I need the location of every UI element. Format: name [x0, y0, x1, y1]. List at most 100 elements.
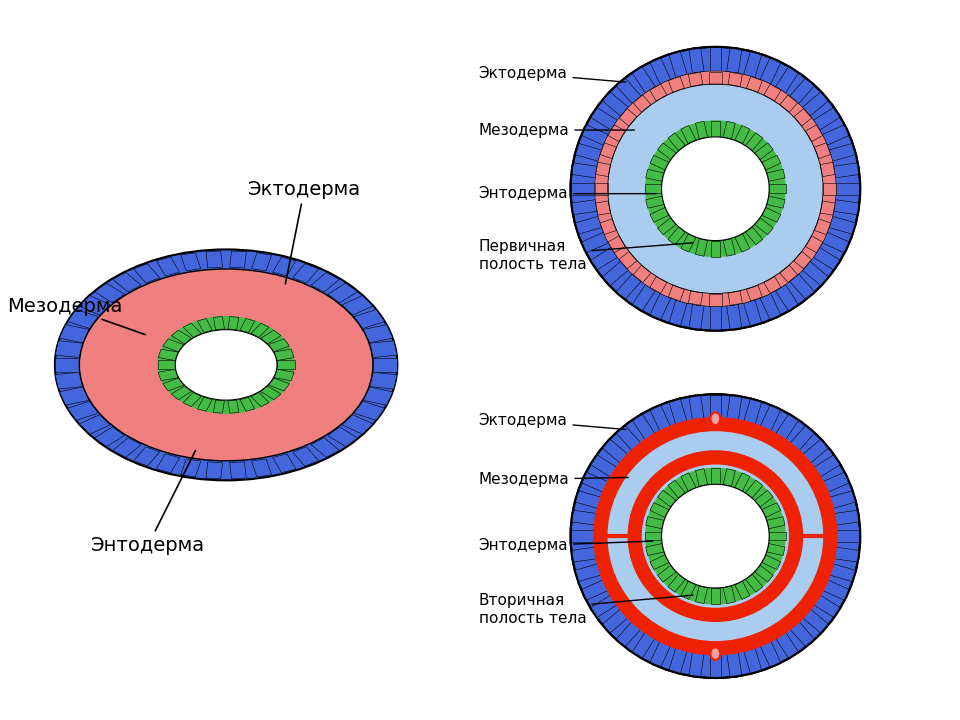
Polygon shape: [767, 517, 785, 528]
Polygon shape: [769, 184, 786, 193]
Polygon shape: [790, 426, 815, 451]
Ellipse shape: [661, 137, 769, 240]
Polygon shape: [760, 405, 780, 431]
Polygon shape: [668, 227, 685, 245]
Polygon shape: [669, 647, 687, 674]
Polygon shape: [571, 547, 597, 562]
Polygon shape: [156, 257, 180, 276]
Ellipse shape: [176, 330, 277, 400]
Polygon shape: [363, 387, 393, 405]
Polygon shape: [213, 317, 225, 330]
Polygon shape: [723, 238, 735, 256]
Polygon shape: [575, 490, 602, 508]
Polygon shape: [273, 257, 296, 276]
Ellipse shape: [640, 463, 791, 610]
Polygon shape: [681, 581, 696, 600]
Polygon shape: [794, 251, 811, 269]
Polygon shape: [689, 48, 704, 73]
Polygon shape: [734, 234, 750, 252]
Polygon shape: [228, 317, 239, 330]
Polygon shape: [602, 91, 628, 116]
Ellipse shape: [595, 419, 836, 654]
Polygon shape: [251, 323, 269, 338]
Polygon shape: [833, 199, 859, 215]
Polygon shape: [709, 71, 722, 84]
Polygon shape: [755, 143, 773, 160]
Polygon shape: [570, 183, 595, 194]
Text: Первичная
полость тела: Первичная полость тела: [479, 239, 693, 271]
Ellipse shape: [661, 137, 769, 240]
Ellipse shape: [595, 71, 836, 306]
Polygon shape: [762, 503, 780, 518]
Polygon shape: [273, 454, 296, 473]
Polygon shape: [681, 125, 696, 143]
Polygon shape: [723, 586, 735, 603]
Polygon shape: [616, 426, 641, 451]
Polygon shape: [55, 358, 80, 372]
Polygon shape: [734, 581, 750, 600]
Polygon shape: [595, 183, 608, 195]
Polygon shape: [823, 472, 850, 492]
Polygon shape: [760, 58, 780, 84]
Polygon shape: [760, 294, 780, 320]
Polygon shape: [602, 439, 628, 464]
Polygon shape: [252, 253, 272, 271]
Polygon shape: [581, 233, 609, 253]
Polygon shape: [829, 143, 856, 161]
Polygon shape: [836, 183, 860, 194]
Polygon shape: [650, 555, 669, 570]
Ellipse shape: [595, 419, 836, 654]
Polygon shape: [571, 510, 597, 525]
Ellipse shape: [606, 429, 825, 643]
Ellipse shape: [629, 452, 802, 621]
Polygon shape: [833, 163, 859, 178]
Polygon shape: [823, 580, 850, 600]
Polygon shape: [575, 216, 602, 234]
Polygon shape: [650, 503, 669, 518]
Polygon shape: [776, 414, 799, 440]
Polygon shape: [261, 330, 281, 344]
Polygon shape: [814, 219, 830, 235]
Polygon shape: [658, 143, 676, 160]
Polygon shape: [206, 462, 223, 479]
Polygon shape: [658, 490, 676, 507]
Polygon shape: [805, 125, 823, 142]
Polygon shape: [711, 468, 720, 484]
Polygon shape: [570, 530, 595, 542]
Polygon shape: [619, 109, 636, 126]
Polygon shape: [711, 588, 720, 604]
Polygon shape: [363, 325, 393, 343]
Polygon shape: [370, 372, 397, 389]
Polygon shape: [746, 76, 762, 92]
Ellipse shape: [570, 395, 860, 678]
Text: Энтодерма: Энтодерма: [479, 186, 657, 201]
Polygon shape: [80, 296, 110, 315]
Polygon shape: [711, 120, 720, 137]
Polygon shape: [813, 248, 840, 270]
Polygon shape: [171, 330, 192, 344]
Polygon shape: [668, 575, 685, 592]
Ellipse shape: [55, 249, 397, 480]
Text: Вторичная
полость тела: Вторичная полость тела: [479, 593, 693, 626]
Polygon shape: [836, 530, 860, 542]
Polygon shape: [60, 325, 89, 343]
Polygon shape: [180, 253, 201, 271]
Polygon shape: [67, 310, 98, 328]
Polygon shape: [95, 283, 125, 303]
Polygon shape: [681, 473, 696, 491]
Polygon shape: [688, 291, 703, 305]
Polygon shape: [689, 305, 704, 330]
Polygon shape: [669, 399, 687, 425]
Polygon shape: [669, 51, 687, 78]
Polygon shape: [727, 652, 742, 677]
Polygon shape: [354, 401, 385, 420]
Polygon shape: [668, 285, 684, 301]
Text: Энтодерма: Энтодерма: [479, 539, 653, 554]
Polygon shape: [734, 473, 750, 491]
Polygon shape: [780, 95, 798, 112]
Polygon shape: [55, 341, 83, 358]
Polygon shape: [803, 91, 828, 116]
Polygon shape: [581, 472, 609, 492]
Polygon shape: [311, 438, 340, 457]
Polygon shape: [767, 169, 785, 181]
